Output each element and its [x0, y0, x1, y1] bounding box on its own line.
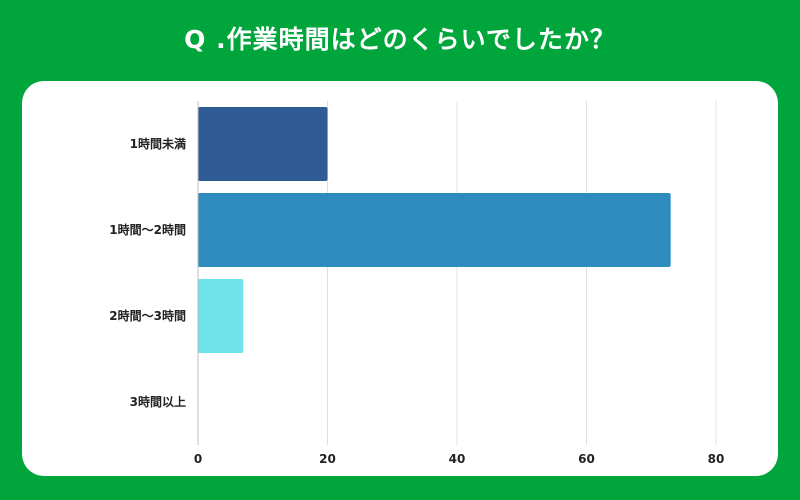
x-tick-label: 0: [194, 452, 202, 466]
bars: [198, 107, 671, 353]
bar: [198, 107, 328, 181]
bar: [198, 193, 671, 267]
tick-labels: 0 20 40 60 80: [194, 452, 725, 466]
category-labels: 1時間未満 1時間～2時間 2時間～3時間 3時間以上: [109, 136, 186, 409]
page-title: Q .作業時間はどのくらいでしたか？: [184, 25, 616, 54]
grid-lines: [327, 101, 717, 445]
category-label: 2時間～3時間: [109, 308, 186, 323]
x-tick-label: 40: [449, 452, 466, 466]
chart-card: 1時間未満 1時間～2時間 2時間～3時間 3時間以上 0 20 40 60 80: [22, 81, 778, 476]
x-tick-label: 60: [578, 452, 595, 466]
bar: [198, 279, 244, 353]
category-label: 1時間未満: [130, 136, 186, 151]
category-label: 3時間以上: [130, 394, 186, 409]
category-label: 1時間～2時間: [109, 222, 186, 237]
x-tick-label: 20: [319, 452, 336, 466]
x-tick-label: 80: [708, 452, 725, 466]
bar-chart: 1時間未満 1時間～2時間 2時間～3時間 3時間以上 0 20 40 60 80: [109, 101, 725, 466]
